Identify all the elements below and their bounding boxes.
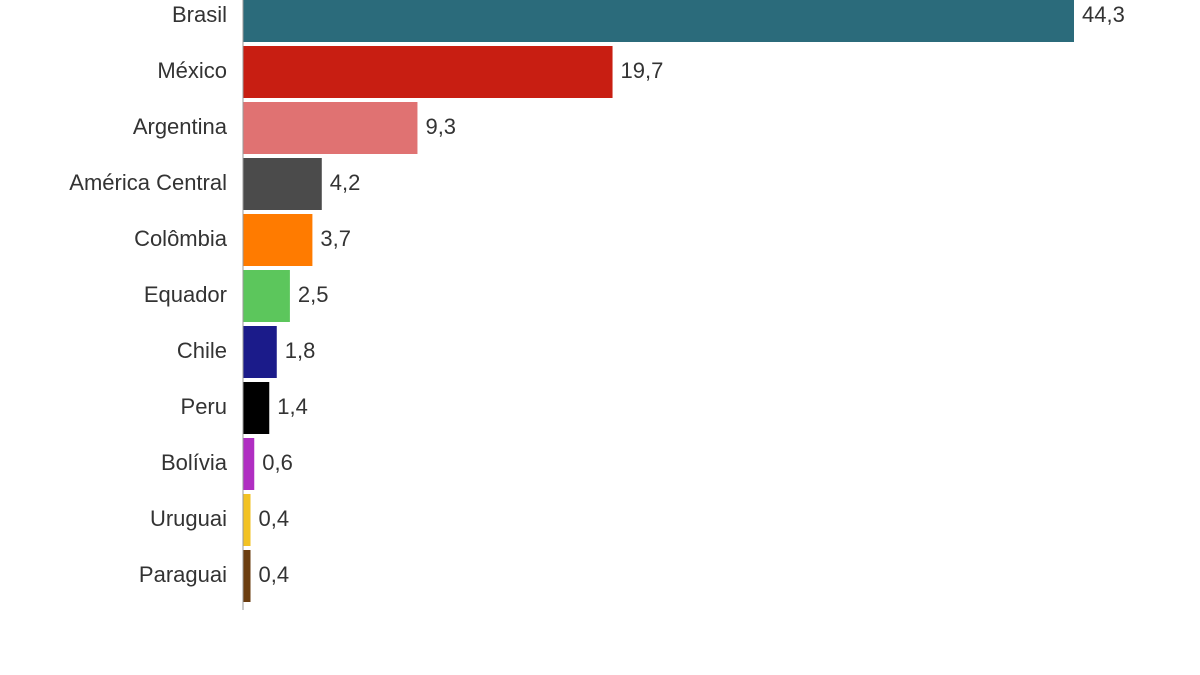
bar: [243, 102, 418, 154]
value-label: 9,3: [425, 114, 456, 139]
bar: [243, 270, 290, 322]
category-label: América Central: [69, 170, 227, 195]
category-label: Chile: [177, 338, 227, 363]
category-label: Brasil: [172, 2, 227, 27]
value-label: 1,4: [277, 394, 308, 419]
bar: [243, 326, 277, 378]
bar: [243, 494, 251, 546]
value-label: 3,7: [320, 226, 351, 251]
value-label: 0,4: [259, 506, 290, 531]
bar: [243, 158, 322, 210]
value-label: 19,7: [621, 58, 664, 83]
value-label: 0,6: [262, 450, 293, 475]
category-label: Bolívia: [161, 450, 228, 475]
category-label: Equador: [144, 282, 227, 307]
category-label: Argentina: [133, 114, 228, 139]
category-label: Uruguai: [150, 506, 227, 531]
category-label: Paraguai: [139, 562, 227, 587]
category-label: México: [157, 58, 227, 83]
bar: [243, 382, 270, 434]
value-label: 1,8: [285, 338, 316, 363]
bar: [243, 438, 255, 490]
category-label: Peru: [181, 394, 227, 419]
value-label: 4,2: [330, 170, 361, 195]
category-label: Colômbia: [134, 226, 228, 251]
value-label: 44,3: [1082, 2, 1125, 27]
bar: [243, 0, 1074, 42]
bar: [243, 550, 251, 602]
value-label: 2,5: [298, 282, 329, 307]
value-label: 0,4: [259, 562, 290, 587]
bar: [243, 46, 613, 98]
bar: [243, 214, 313, 266]
